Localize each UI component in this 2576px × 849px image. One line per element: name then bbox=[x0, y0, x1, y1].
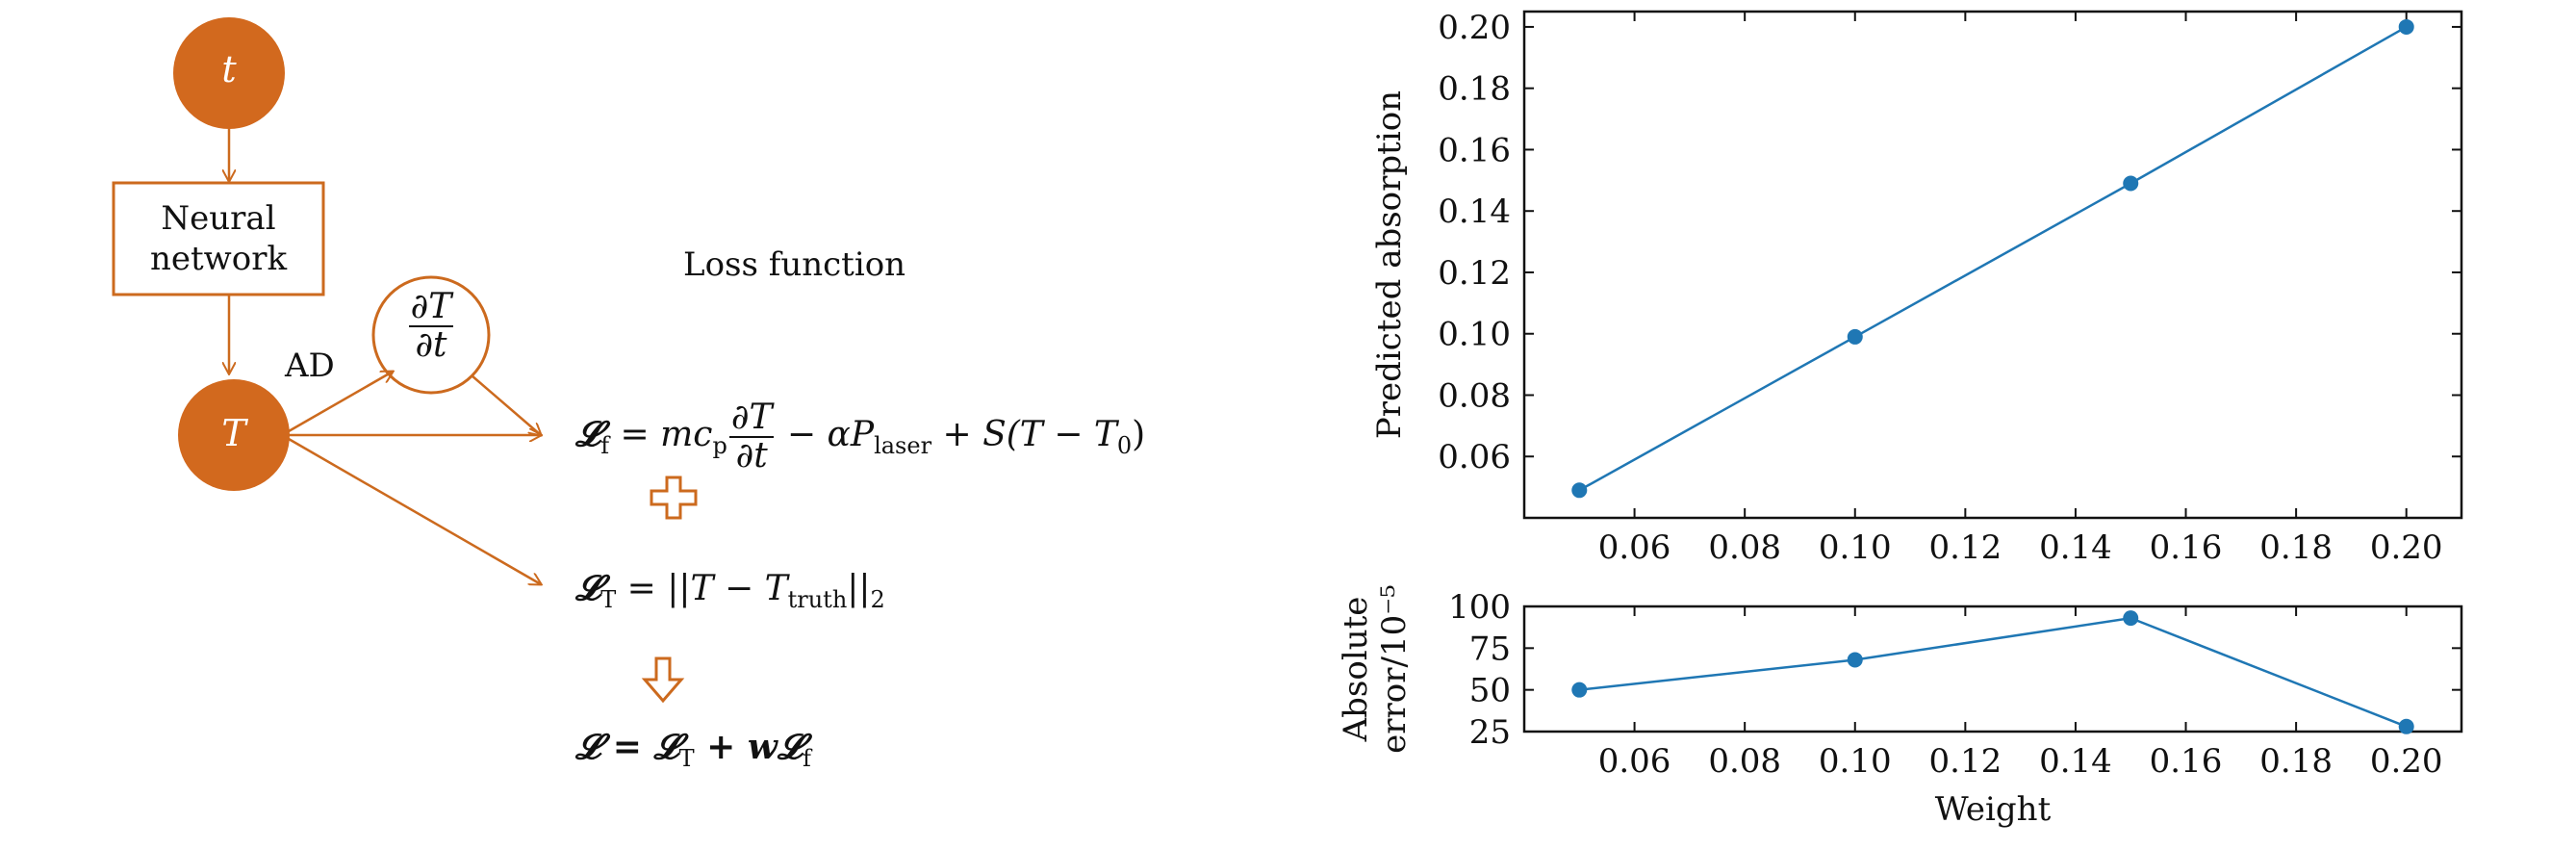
bottom-chart-xtick-label: 0.16 bbox=[2150, 742, 2223, 781]
total-f-sub: f bbox=[803, 745, 811, 772]
bottom-chart-xtick-label: 0.06 bbox=[1598, 742, 1671, 781]
network-box-label: Neural network bbox=[114, 198, 323, 279]
lt-lhs-sub: T bbox=[600, 586, 617, 613]
bottom-chart-ytick-label: 75 bbox=[1469, 630, 1511, 668]
bottom-chart-point bbox=[1571, 682, 1588, 698]
plus-sign bbox=[650, 476, 698, 520]
top-chart-ytick-label: 0.10 bbox=[1438, 316, 1511, 354]
top-chart-point bbox=[2123, 175, 2139, 192]
neural-network-box bbox=[112, 181, 325, 296]
top-chart-series-line bbox=[1578, 25, 2408, 492]
total-t-sub: T bbox=[678, 745, 695, 772]
top-chart-xtick-label: 0.18 bbox=[2259, 528, 2333, 567]
ad-label: AD bbox=[285, 347, 335, 385]
arrow-ad bbox=[288, 372, 393, 433]
bottom-chart-xtick-label: 0.20 bbox=[2370, 742, 2443, 781]
network-label-line2: network bbox=[149, 240, 288, 278]
bottom-chart-ytick-label: 50 bbox=[1469, 672, 1511, 710]
derivative-den: ∂t bbox=[415, 324, 447, 365]
lf-laser-sub: laser bbox=[874, 431, 932, 459]
top-chart-ytick-label: 0.08 bbox=[1438, 376, 1511, 415]
bottom-chart-ylabel-line: Absolute bbox=[1337, 597, 1375, 743]
bottom-chart-point bbox=[2123, 610, 2139, 627]
input-node-label: t bbox=[221, 48, 237, 90]
bottom-chart-frame bbox=[1522, 605, 2463, 733]
top-chart-xtick-label: 0.12 bbox=[1929, 528, 2002, 567]
lt-norm: || bbox=[847, 569, 871, 608]
top-chart-point bbox=[1571, 482, 1588, 499]
bottom-chart-xtick-label: 0.14 bbox=[2039, 742, 2112, 781]
arrow-T-to-lt bbox=[288, 437, 541, 584]
top-chart-xtick-label: 0.08 bbox=[1708, 528, 1781, 567]
predicted-absorption-chart: 0.06 0.08 0.10 0.12 0.14 0.16 0.18 0.20 0.06 0.08… bbox=[1370, 9, 2463, 567]
total-plus: + w𝓛 bbox=[694, 727, 803, 767]
lt-truth-sub: truth bbox=[787, 586, 848, 613]
loss-function-title: Loss function bbox=[683, 245, 906, 284]
bottom-chart-ylabel-line: error/10⁻⁵ bbox=[1375, 584, 1414, 754]
derivative-label: ∂T ∂t bbox=[389, 289, 473, 364]
bottom-chart-xlabel: Weight bbox=[1935, 790, 2052, 829]
lt-body: = ||T − T bbox=[616, 569, 788, 608]
network-label-line1: Neural bbox=[161, 199, 276, 238]
total-eq: = 𝓛 bbox=[600, 727, 679, 767]
bottom-chart-ytick-label: 25 bbox=[1469, 713, 1511, 752]
bottom-chart-point bbox=[1847, 652, 1863, 668]
lf-eq: = bbox=[609, 414, 661, 454]
lf-tail: + S(T − T bbox=[931, 414, 1117, 454]
top-chart-ytick-label: 0.06 bbox=[1438, 438, 1511, 476]
lf-cp-sub: p bbox=[712, 431, 727, 459]
top-chart-ytick-label: 0.16 bbox=[1438, 131, 1511, 169]
derivative-num: ∂T bbox=[408, 287, 454, 327]
total-lhs: 𝓛 bbox=[575, 727, 601, 767]
lf-formula: 𝓛f = mcp ∂T ∂t − αPlaser + S(T − T0) bbox=[575, 399, 1145, 475]
top-chart-xtick-label: 0.06 bbox=[1598, 528, 1671, 567]
top-chart-point bbox=[1847, 328, 1863, 345]
top-chart-xtick-label: 0.10 bbox=[1819, 528, 1892, 567]
input-node-t bbox=[173, 17, 285, 129]
derivative-node bbox=[371, 275, 491, 395]
lf-lhs: 𝓛 bbox=[575, 413, 601, 454]
pinn-diagram bbox=[112, 17, 698, 704]
lf-mid: − αP bbox=[776, 414, 875, 454]
top-chart-ytick-label: 0.12 bbox=[1438, 254, 1511, 293]
bottom-chart-point bbox=[2398, 718, 2414, 734]
bottom-chart-xtick-label: 0.08 bbox=[1708, 742, 1781, 781]
top-chart-frame bbox=[1522, 10, 2463, 520]
top-chart-xtick-label: 0.16 bbox=[2150, 528, 2223, 567]
top-chart-ylabel: Predicted absorption bbox=[1370, 90, 1409, 439]
bottom-chart-xtick-label: 0.10 bbox=[1819, 742, 1892, 781]
lt-formula: 𝓛T = ||T − Ttruth||2 bbox=[575, 568, 885, 613]
bottom-chart-xtick-label: 0.12 bbox=[1929, 742, 2002, 781]
bottom-chart-series-line bbox=[1579, 616, 2408, 728]
output-node-label: T bbox=[221, 412, 246, 454]
lf-frac-den: ∂t bbox=[735, 435, 768, 476]
lf-frac-num: ∂T bbox=[728, 398, 775, 438]
top-chart-ytick-label: 0.20 bbox=[1438, 9, 1511, 47]
lf-t0-sub: 0 bbox=[1116, 431, 1133, 459]
lt-norm-sub: 2 bbox=[870, 586, 885, 613]
bottom-chart-ytick-label: 100 bbox=[1448, 588, 1511, 627]
lf-close: ) bbox=[1132, 414, 1146, 454]
down-arrow bbox=[641, 656, 685, 704]
top-chart-xtick-label: 0.14 bbox=[2039, 528, 2112, 567]
total-loss-formula: 𝓛 = 𝓛T + w𝓛f bbox=[575, 727, 811, 772]
bottom-chart-xtick-label: 0.18 bbox=[2259, 742, 2333, 781]
lt-lhs: 𝓛 bbox=[575, 568, 601, 608]
top-chart-ytick-label: 0.14 bbox=[1438, 193, 1511, 231]
lf-mc: mc bbox=[660, 414, 713, 454]
top-chart-ytick-label: 0.18 bbox=[1438, 70, 1511, 109]
output-node-T bbox=[178, 379, 290, 491]
arrow-derivative-to-lf bbox=[471, 374, 541, 435]
top-chart-point bbox=[2398, 18, 2414, 35]
lf-lhs-sub: f bbox=[600, 431, 610, 459]
top-chart-xtick-label: 0.20 bbox=[2370, 528, 2443, 567]
